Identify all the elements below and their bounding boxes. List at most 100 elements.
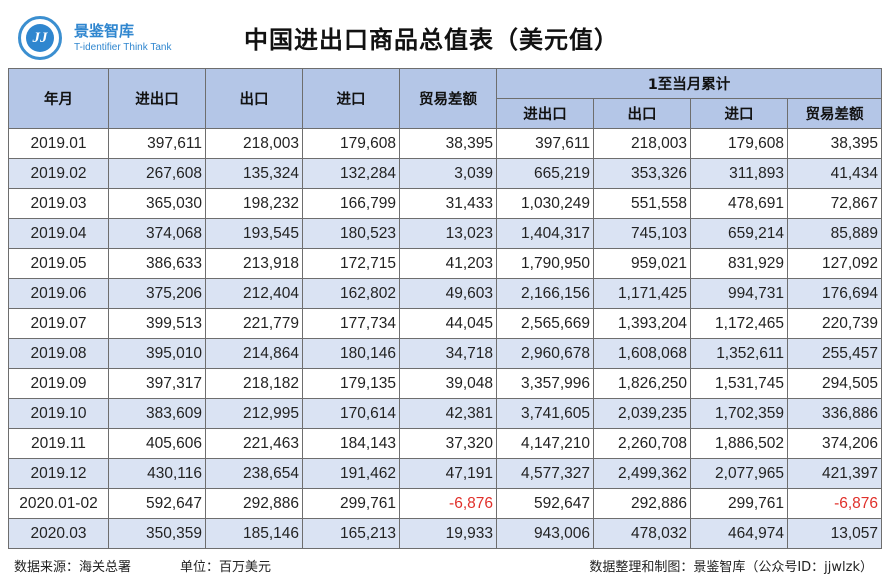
cell-total: 399,513 <box>108 308 206 339</box>
page-title: 中国进出口商品总值表（美元值） <box>244 26 619 54</box>
cell-month: 2019.05 <box>8 248 109 279</box>
table-row: 2019.03 365,030 198,232 166,799 31,433 1,030,… <box>8 188 883 219</box>
cell-cum-total: 4,577,327 <box>496 458 594 489</box>
cell-total: 267,608 <box>108 158 206 189</box>
cell-cum-export: 1,608,068 <box>593 338 691 369</box>
cell-cum-total: 665,219 <box>496 158 594 189</box>
cell-cum-balance: 294,505 <box>786 368 883 399</box>
cell-cum-export: 551,558 <box>593 188 691 219</box>
cell-balance: 34,718 <box>399 338 497 369</box>
unit-label: 单位：百万美元 <box>180 560 272 575</box>
header-month: 年月 <box>8 68 109 129</box>
cell-total: 430,116 <box>108 458 206 489</box>
cell-cum-total: 4,147,210 <box>496 428 594 459</box>
cell-cum-import: 478,691 <box>690 188 788 219</box>
header-cum-balance: 贸易差额 <box>786 98 883 129</box>
table-row: 2019.08 395,010 214,864 180,146 34,718 2,960,… <box>8 338 883 369</box>
table-row: 2019.01 397,611 218,003 179,608 38,395 397,61… <box>8 128 883 159</box>
cell-cum-export: 1,826,250 <box>593 368 691 399</box>
cell-balance: 39,048 <box>399 368 497 399</box>
cell-month: 2020.03 <box>8 518 109 549</box>
footer: 数据来源：海关总署 单位：百万美元 数据整理和制图：景鉴智库（公众号ID：jjw… <box>8 550 881 576</box>
cell-cum-export: 1,393,204 <box>593 308 691 339</box>
cell-month: 2019.02 <box>8 158 109 189</box>
cell-total: 397,611 <box>108 128 206 159</box>
cell-export: 212,404 <box>205 278 303 309</box>
table-row: 2019.06 375,206 212,404 162,802 49,603 2,166,… <box>8 278 883 309</box>
cell-import: 184,143 <box>302 428 400 459</box>
table-body: 2019.01 397,611 218,003 179,608 38,395 397,61… <box>8 128 883 549</box>
cell-cum-export: 353,326 <box>593 158 691 189</box>
cell-cum-total: 3,741,605 <box>496 398 594 429</box>
cell-cum-import: 179,608 <box>690 128 788 159</box>
header-cum-import: 进口 <box>690 98 788 129</box>
cell-month: 2019.12 <box>8 458 109 489</box>
cell-export: 292,886 <box>205 488 303 519</box>
cell-cum-balance: 176,694 <box>786 278 883 309</box>
cell-export: 218,003 <box>205 128 303 159</box>
cell-total: 375,206 <box>108 278 206 309</box>
cell-balance: 47,191 <box>399 458 497 489</box>
cell-balance: -6,876 <box>399 488 497 519</box>
table-row: 2019.02 267,608 135,324 132,284 3,039 665,219… <box>8 158 883 189</box>
cell-cum-import: 1,531,745 <box>690 368 788 399</box>
cell-import: 170,614 <box>302 398 400 429</box>
cell-cum-import: 1,886,502 <box>690 428 788 459</box>
cell-import: 180,146 <box>302 338 400 369</box>
cell-cum-balance: 127,092 <box>786 248 883 279</box>
cell-cum-export: 478,032 <box>593 518 691 549</box>
cell-cum-balance: 336,886 <box>786 398 883 429</box>
header-cum-export: 出口 <box>593 98 691 129</box>
cell-import: 191,462 <box>302 458 400 489</box>
header-cum-total: 进出口 <box>496 98 594 129</box>
cell-cum-export: 959,021 <box>593 248 691 279</box>
logo-icon: JJ <box>18 16 62 60</box>
cell-total: 374,068 <box>108 218 206 249</box>
cell-month: 2019.09 <box>8 368 109 399</box>
cell-month: 2019.07 <box>8 308 109 339</box>
cell-cum-balance: 374,206 <box>786 428 883 459</box>
cell-export: 185,146 <box>205 518 303 549</box>
cell-import: 180,523 <box>302 218 400 249</box>
cell-cum-export: 745,103 <box>593 218 691 249</box>
cell-month: 2019.11 <box>8 428 109 459</box>
cell-export: 221,463 <box>205 428 303 459</box>
cell-balance: 42,381 <box>399 398 497 429</box>
data-source: 数据来源：海关总署 <box>14 560 132 575</box>
cell-import: 165,213 <box>302 518 400 549</box>
cell-total: 397,317 <box>108 368 206 399</box>
credit-label: 数据整理和制图：景鉴智库（公众号ID：jjwlzk） <box>589 560 873 575</box>
cell-balance: 19,933 <box>399 518 497 549</box>
cell-import: 132,284 <box>302 158 400 189</box>
cell-total: 386,633 <box>108 248 206 279</box>
table-row: 2019.04 374,068 193,545 180,523 13,023 1,404,… <box>8 218 883 249</box>
cell-cum-balance: 85,889 <box>786 218 883 249</box>
cell-cum-balance: 220,739 <box>786 308 883 339</box>
cell-cum-total: 943,006 <box>496 518 594 549</box>
cell-cum-export: 218,003 <box>593 128 691 159</box>
brand-name: 景鉴智库 <box>74 22 135 40</box>
table-row: 2019.07 399,513 221,779 177,734 44,045 2,565,… <box>8 308 883 339</box>
cell-month: 2019.04 <box>8 218 109 249</box>
cell-cum-import: 299,761 <box>690 488 788 519</box>
cell-month: 2019.08 <box>8 338 109 369</box>
cell-balance: 31,433 <box>399 188 497 219</box>
cell-export: 218,182 <box>205 368 303 399</box>
cell-balance: 38,395 <box>399 128 497 159</box>
trade-table: 年月 进出口 出口 进口 贸易差额 1至当月累计 进出口 出口 进口 贸易差额 … <box>8 68 883 549</box>
cell-balance: 37,320 <box>399 428 497 459</box>
header-total: 进出口 <box>108 68 206 129</box>
cell-cum-export: 2,260,708 <box>593 428 691 459</box>
cell-cum-balance: 255,457 <box>786 338 883 369</box>
cell-export: 193,545 <box>205 218 303 249</box>
cell-cum-balance: 72,867 <box>786 188 883 219</box>
cell-cum-export: 292,886 <box>593 488 691 519</box>
cell-import: 299,761 <box>302 488 400 519</box>
cell-cum-import: 994,731 <box>690 278 788 309</box>
cell-month: 2020.01-02 <box>8 488 109 519</box>
cell-month: 2019.01 <box>8 128 109 159</box>
cell-cum-import: 659,214 <box>690 218 788 249</box>
cell-import: 172,715 <box>302 248 400 279</box>
cell-cum-total: 2,960,678 <box>496 338 594 369</box>
